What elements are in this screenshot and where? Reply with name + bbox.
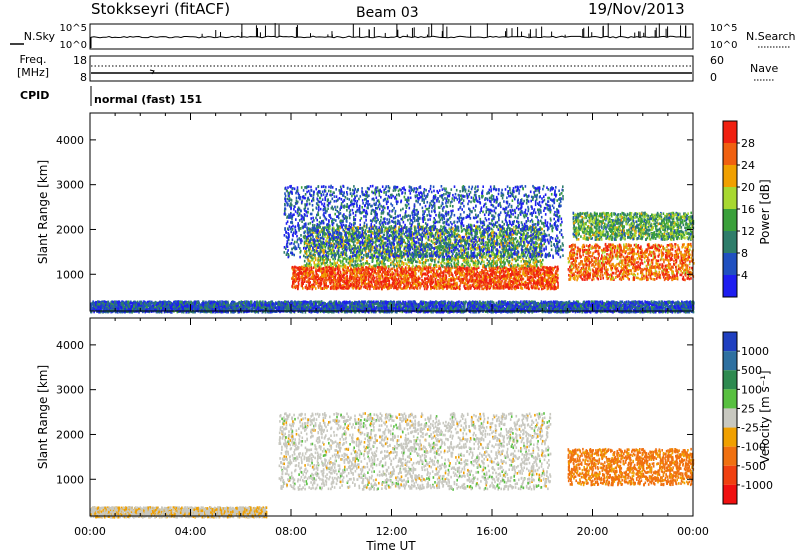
- cpid-label: CPID: [20, 89, 49, 102]
- noise-right-tick-top: 10^5: [710, 23, 737, 34]
- data-cell: [449, 274, 451, 277]
- data-cell: [511, 288, 513, 291]
- data-cell: [509, 268, 511, 271]
- data-cell: [377, 266, 379, 269]
- data-cell: [481, 288, 483, 291]
- data-cell: [403, 281, 405, 284]
- data-cell: [425, 272, 427, 275]
- data-cell: [418, 270, 420, 273]
- data-cell: [343, 281, 345, 284]
- data-cell: [521, 281, 523, 284]
- data-cell: [547, 287, 549, 290]
- data-cell: [376, 276, 378, 279]
- data-cell: [470, 273, 472, 276]
- data-cell: [485, 269, 487, 272]
- freq-panel-frame: [90, 56, 693, 81]
- nave-label: Nave: [750, 62, 778, 75]
- data-cell: [318, 278, 320, 281]
- data-cell: [366, 283, 368, 286]
- data-cell: [526, 284, 528, 287]
- nsky-label: N.Sky: [24, 30, 56, 43]
- data-cell: [371, 282, 373, 285]
- noise-left-tick-bottom: 10^0: [60, 40, 87, 51]
- data-cell: [548, 272, 550, 275]
- data-cell: [536, 270, 538, 273]
- station-title: Stokkseyri (fitACF): [91, 0, 230, 18]
- freq-left-tick-bottom: 8: [80, 71, 87, 84]
- data-cell: [297, 288, 299, 291]
- noise-left-tick-top: 10^5: [60, 23, 87, 34]
- noise-spikes: [91, 23, 686, 48]
- data-cell: [437, 280, 439, 283]
- data-cell: [292, 266, 294, 269]
- data-cell: [308, 268, 310, 271]
- data-cell: [465, 287, 467, 290]
- data-cell: [533, 286, 535, 289]
- power-data-layer: [90, 185, 695, 314]
- date-title: 19/Nov/2013: [588, 0, 685, 18]
- data-cell: [473, 285, 475, 288]
- data-cell: [540, 274, 542, 277]
- data-cell: [313, 283, 315, 286]
- freq-right-tick-bottom: 0: [710, 71, 717, 84]
- data-cell: [315, 270, 317, 273]
- data-cell: [533, 272, 535, 275]
- cpid-text: normal (fast) 151: [94, 93, 202, 106]
- data-cell: [505, 270, 507, 273]
- nsearch-label: N.Search: [746, 30, 796, 43]
- beam-title: Beam 03: [356, 5, 419, 21]
- data-cell: [369, 288, 371, 291]
- data-cell: [541, 288, 543, 291]
- data-cell: [471, 267, 473, 270]
- data-cell: [401, 269, 403, 272]
- data-cell: [430, 271, 432, 274]
- data-cell: [306, 280, 308, 283]
- data-cell: [420, 282, 422, 285]
- noise-right-tick-bottom: 10^0: [710, 40, 737, 51]
- freq-right-tick-top: 60: [710, 54, 724, 67]
- noise-trace: [91, 36, 691, 38]
- freq-label-line1: Freq.: [19, 53, 46, 66]
- data-cell: [487, 270, 489, 273]
- radar-summary-plot: Stokkseyri (fitACF) Beam 03 19/Nov/2013 …: [0, 0, 800, 554]
- freq-label-line2: [MHz]: [17, 66, 49, 79]
- freq-left-tick-top: 18: [73, 54, 87, 67]
- data-cell: [405, 266, 407, 269]
